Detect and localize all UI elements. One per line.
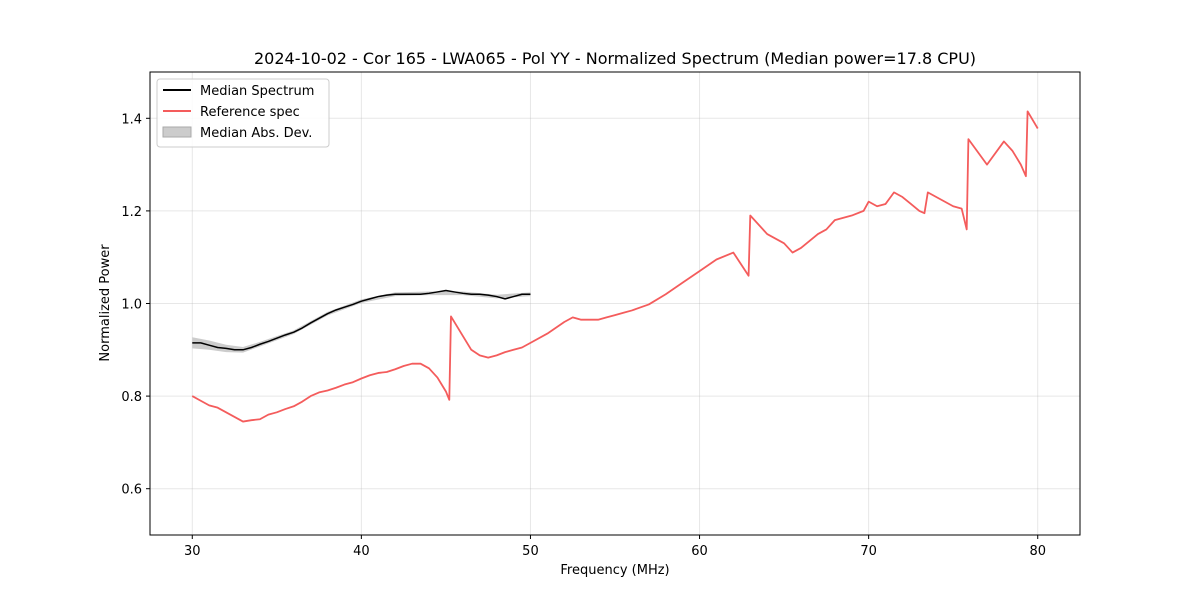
legend-box — [156, 78, 330, 148]
y-tick-label: 1.2 — [121, 205, 142, 220]
y-tick-label: 1.0 — [121, 298, 142, 313]
legend: Median Spectrum Reference spec Median Ab… — [156, 78, 330, 148]
x-tick-label: 60 — [691, 544, 708, 559]
x-axis-label: Frequency (MHz) — [560, 563, 669, 578]
y-ticks: 0.6 0.8 1.0 1.2 1.4 — [121, 112, 150, 498]
mad-band — [192, 291, 531, 353]
y-tick-label: 1.4 — [121, 112, 142, 127]
x-tick-label: 80 — [1029, 544, 1046, 559]
x-tick-label: 70 — [860, 544, 877, 559]
x-gridlines — [191, 72, 1039, 535]
y-tick-label: 0.8 — [121, 390, 142, 405]
legend-median-label: Median Spectrum — [200, 84, 314, 99]
x-tick-label: 50 — [522, 544, 539, 559]
plot-area: 30 40 50 60 70 80 0.6 0.8 1.0 1.2 1.4 — [121, 71, 1081, 559]
chart-title: 2024-10-02 - Cor 165 - LWA065 - Pol YY -… — [254, 49, 976, 68]
series-layer — [191, 110, 1039, 423]
y-tick-label: 0.6 — [121, 483, 142, 498]
x-tick-label: 40 — [353, 544, 370, 559]
x-ticks: 30 40 50 60 70 80 — [184, 535, 1046, 559]
x-tick-label: 30 — [184, 544, 201, 559]
legend-mad-swatch — [162, 126, 192, 138]
legend-reference-label: Reference spec — [200, 105, 300, 120]
median-spectrum-line — [192, 289, 531, 351]
y-axis-label: Normalized Power — [98, 244, 113, 362]
axes-background — [150, 72, 1080, 535]
legend-mad-label: Median Abs. Dev. — [200, 126, 312, 141]
reference-spec-line — [191, 110, 1039, 423]
